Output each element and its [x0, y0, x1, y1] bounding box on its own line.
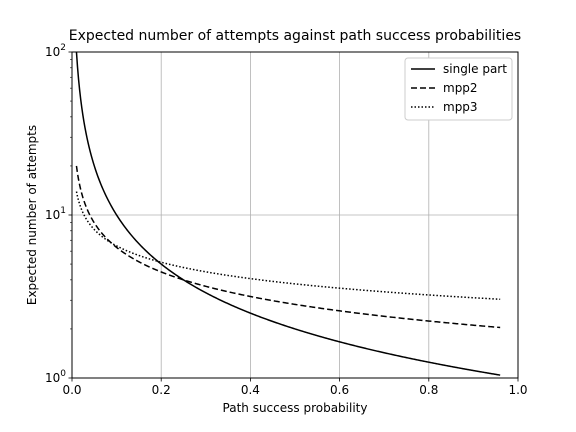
legend-label: mpp2 — [443, 81, 478, 95]
series-lines — [75, 52, 501, 376]
series-line-1 — [75, 165, 501, 329]
legend-label: mpp3 — [443, 100, 478, 114]
chart-title: Expected number of attempts against path… — [69, 28, 521, 44]
x-tick-label: 1.0 — [508, 383, 527, 397]
y-tick-label: 102 — [45, 43, 66, 59]
y-tick-label: 100 — [45, 369, 66, 385]
x-tick-label: 0.0 — [62, 383, 81, 397]
series-line-2 — [75, 191, 501, 301]
axis-ticks: 0.0 0.2 0.4 0.6 0.8 1.0 100 101 102 — [45, 43, 528, 397]
legend: single part mpp2 mpp3 — [404, 57, 513, 121]
x-tick-label: 0.8 — [419, 383, 438, 397]
series-line-0 — [75, 52, 501, 376]
y-axis-label: Expected number of attempts — [25, 125, 39, 305]
x-axis-label: Path success probability — [223, 401, 368, 415]
legend-box — [404, 57, 513, 121]
y-tick-label: 101 — [45, 206, 66, 222]
x-tick-label: 0.6 — [330, 383, 349, 397]
x-tick-label: 0.4 — [241, 383, 260, 397]
x-tick-label: 0.2 — [152, 383, 171, 397]
legend-label: single part — [443, 62, 507, 76]
